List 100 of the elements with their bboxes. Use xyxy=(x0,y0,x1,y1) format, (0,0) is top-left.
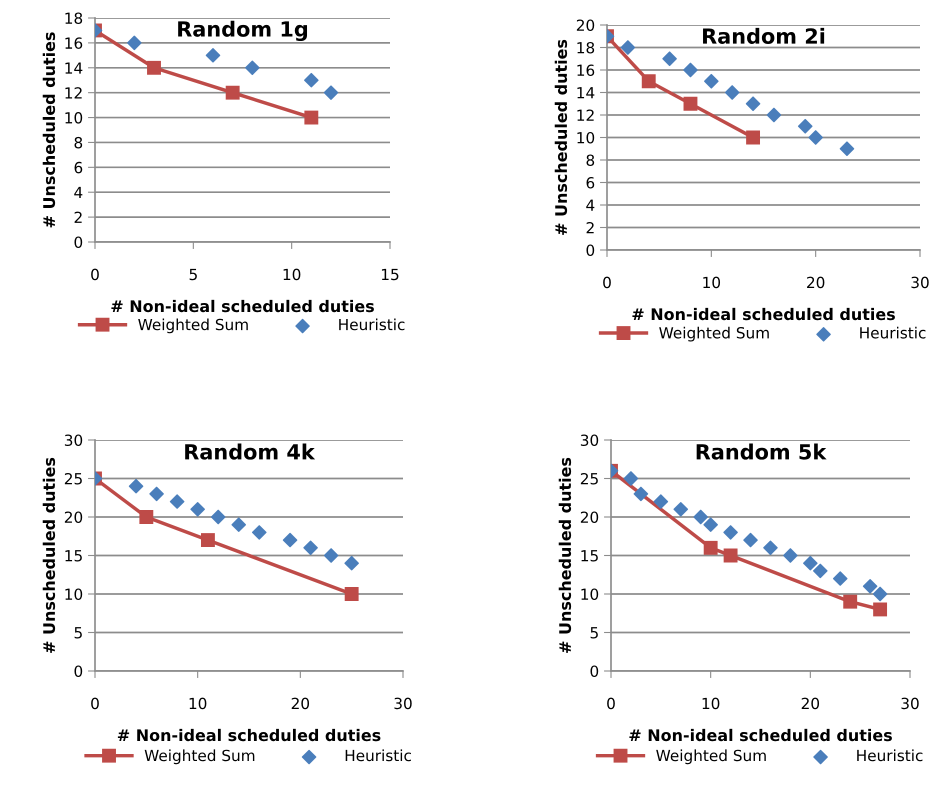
point xyxy=(662,51,677,66)
y-tick-label: 8 xyxy=(74,136,82,148)
point xyxy=(324,548,338,563)
point xyxy=(282,532,298,548)
y-tick-label: 5 xyxy=(590,627,598,639)
x-tick-label: 0 xyxy=(91,698,99,710)
point xyxy=(344,556,359,570)
point xyxy=(206,48,220,63)
y-tick-label: 16 xyxy=(65,37,82,49)
legend-label: Heuristic xyxy=(860,326,926,339)
point xyxy=(783,548,798,563)
y-tick-label: 25 xyxy=(64,472,82,485)
point xyxy=(862,579,878,594)
y-tick-label: 25 xyxy=(580,472,598,485)
point xyxy=(170,494,184,509)
x-tick-label: 30 xyxy=(394,698,412,710)
x-axis-title: # Non-ideal scheduled duties xyxy=(632,308,895,320)
x-tick-label: 0 xyxy=(603,276,611,288)
point xyxy=(634,486,648,502)
x-tick-label: 10 xyxy=(702,698,720,710)
legend-label: Heuristic xyxy=(346,749,411,762)
point xyxy=(642,74,656,88)
point xyxy=(139,510,154,524)
y-tick-label: 16 xyxy=(577,64,594,76)
point xyxy=(704,540,718,555)
legend-label: Weighted Sum xyxy=(138,318,248,334)
point xyxy=(746,130,760,144)
point xyxy=(210,510,226,524)
y-tick-label: 10 xyxy=(577,132,594,144)
point xyxy=(245,60,260,76)
point xyxy=(808,130,823,145)
x-tick-label: 30 xyxy=(901,698,919,710)
y-tick-label: 8 xyxy=(586,154,594,166)
y-tick-label: 18 xyxy=(577,42,594,54)
y-axis-title: # Unscheduled duties xyxy=(558,458,572,653)
point xyxy=(620,40,636,55)
point xyxy=(813,564,828,578)
point xyxy=(303,540,318,556)
y-tick-label: 0 xyxy=(586,244,594,256)
y-tick-label: 10 xyxy=(65,588,82,600)
point xyxy=(746,96,760,112)
chart-title: Random 4k xyxy=(185,444,316,460)
legend-label: Weighted Sum xyxy=(659,326,769,342)
point xyxy=(127,36,142,50)
y-tick-label: 4 xyxy=(586,200,594,211)
x-tick-label: 30 xyxy=(911,276,929,288)
point xyxy=(743,532,758,548)
y-tick-label: 30 xyxy=(580,434,598,446)
point xyxy=(190,502,205,517)
y-tick-label: 2 xyxy=(74,212,82,223)
y-tick-label: 0 xyxy=(590,665,598,678)
legend-label: Weighted Sum xyxy=(144,749,254,764)
point xyxy=(803,556,818,570)
point xyxy=(654,494,668,509)
x-tick-label: 0 xyxy=(91,268,99,280)
x-tick-label: 10 xyxy=(190,698,206,710)
y-tick-label: 2 xyxy=(586,222,594,234)
y-tick-label: 14 xyxy=(65,62,82,74)
point xyxy=(344,587,359,601)
y-tick-label: 12 xyxy=(65,87,82,98)
y-tick-label: 4 xyxy=(74,186,82,198)
y-tick-label: 12 xyxy=(577,109,594,121)
chart-title: Random 2i xyxy=(703,28,824,44)
point xyxy=(304,72,319,88)
x-axis-title: # Non-ideal scheduled duties xyxy=(629,728,892,742)
point xyxy=(128,478,144,494)
x-tick-label: 20 xyxy=(802,698,820,710)
point xyxy=(304,110,318,124)
point xyxy=(724,85,740,100)
point xyxy=(798,118,813,134)
y-tick-label: 0 xyxy=(74,665,82,678)
y-tick-label: 6 xyxy=(74,162,82,174)
x-tick-label: 5 xyxy=(190,268,197,280)
legend-label: Heuristic xyxy=(339,318,404,330)
point xyxy=(873,602,888,616)
y-tick-label: 0 xyxy=(74,236,82,248)
point xyxy=(704,74,719,89)
chart-title: Random 1g xyxy=(178,20,308,42)
point xyxy=(149,486,164,502)
y-tick-label: 10 xyxy=(65,112,82,124)
x-axis-title: # Non-ideal scheduled duties xyxy=(118,728,380,742)
point xyxy=(840,141,854,156)
y-tick-label: 14 xyxy=(577,87,594,98)
point xyxy=(683,62,698,78)
x-tick-label: 20 xyxy=(807,276,824,288)
y-tick-label: 10 xyxy=(581,588,598,600)
point xyxy=(703,517,718,532)
y-axis-title: # Unscheduled duties xyxy=(554,40,568,235)
point xyxy=(200,533,215,548)
point xyxy=(324,85,338,100)
y-tick-label: 5 xyxy=(74,627,82,639)
legend-label: Weighted Sum xyxy=(656,749,766,764)
y-tick-label: 20 xyxy=(580,511,598,524)
y-axis-title: # Unscheduled duties xyxy=(42,458,56,653)
point xyxy=(231,517,246,532)
x-tick-label: 20 xyxy=(292,698,310,710)
point xyxy=(843,594,858,609)
y-axis-title: # Unscheduled duties xyxy=(42,32,56,228)
y-tick-label: 18 xyxy=(65,12,82,24)
y-tick-label: 15 xyxy=(581,550,598,562)
